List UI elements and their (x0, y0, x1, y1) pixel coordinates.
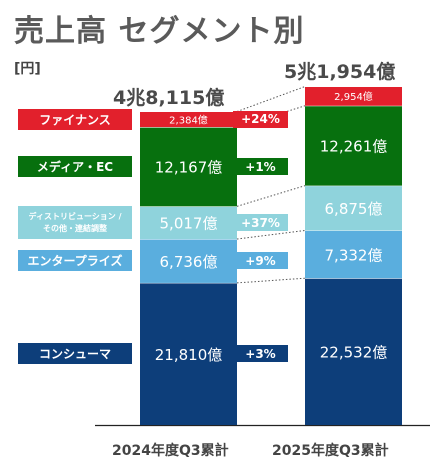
data-label-1-1: 7,332億 (325, 246, 383, 264)
connector-line-1 (236, 229, 306, 240)
growth-badge-0: +3% (233, 345, 288, 363)
data-label-2-0: 5,017億 (160, 215, 218, 233)
data-label-3-1: 12,261億 (320, 138, 388, 156)
segment-tag-2: ディストリビューション / その他・連結調整 (18, 206, 132, 240)
data-label-2-1: 6,875億 (325, 200, 383, 218)
connector-line-4 (236, 86, 306, 113)
data-label-0-1: 22,532億 (320, 344, 388, 362)
data-label-3-0: 12,167億 (155, 159, 223, 177)
bar-segment-3-0 (140, 127, 237, 207)
bar-segment-1-0 (140, 239, 237, 283)
data-label-0-0: 21,810億 (155, 346, 223, 364)
connector-line-0 (236, 277, 306, 284)
total-label-2025: 5兆1,954億 (284, 61, 396, 83)
bar-segment-2-0 (140, 206, 237, 240)
bar-segment-4-1 (305, 86, 402, 106)
segment-tag-line-0: ディストリビューション / (28, 211, 122, 221)
bar-segment-0-1 (305, 278, 402, 425)
segment-tag-0: コンシューマ (18, 343, 132, 365)
unit-label: [円] (14, 61, 41, 77)
segment-tag-3: メディア・EC (18, 156, 132, 178)
x-tick-label-2024: 2024年度Q3累計 (112, 443, 229, 459)
data-label-4-0: 2,384億 (169, 113, 208, 126)
chart-title: 売上高 セグメント別 (14, 14, 305, 49)
bar-segment-1-1 (305, 230, 402, 279)
segment-tag-1: エンタープライズ (18, 250, 132, 272)
bar-segment-4-0 (140, 111, 237, 128)
x-tick-label-2025: 2025年度Q3累計 (272, 443, 389, 459)
growth-badge-4: +24% (233, 110, 288, 128)
segment-tag-line-1: その他・連結調整 (43, 223, 107, 233)
growth-badge-3: +1% (233, 158, 288, 176)
total-label-2024: 4兆8,115億 (113, 87, 225, 109)
data-label-4-1: 2,954億 (334, 90, 373, 103)
bar-segment-0-0 (140, 282, 237, 425)
growth-badge-1: +9% (233, 252, 288, 270)
growth-badge-2: +37% (233, 214, 288, 232)
connector-line-2 (236, 185, 306, 207)
bar-segment-3-1 (305, 105, 402, 186)
data-label-1-0: 6,736億 (160, 253, 218, 271)
segment-tag-4: ファイナンス (18, 108, 132, 130)
bar-segment-2-1 (305, 185, 402, 231)
